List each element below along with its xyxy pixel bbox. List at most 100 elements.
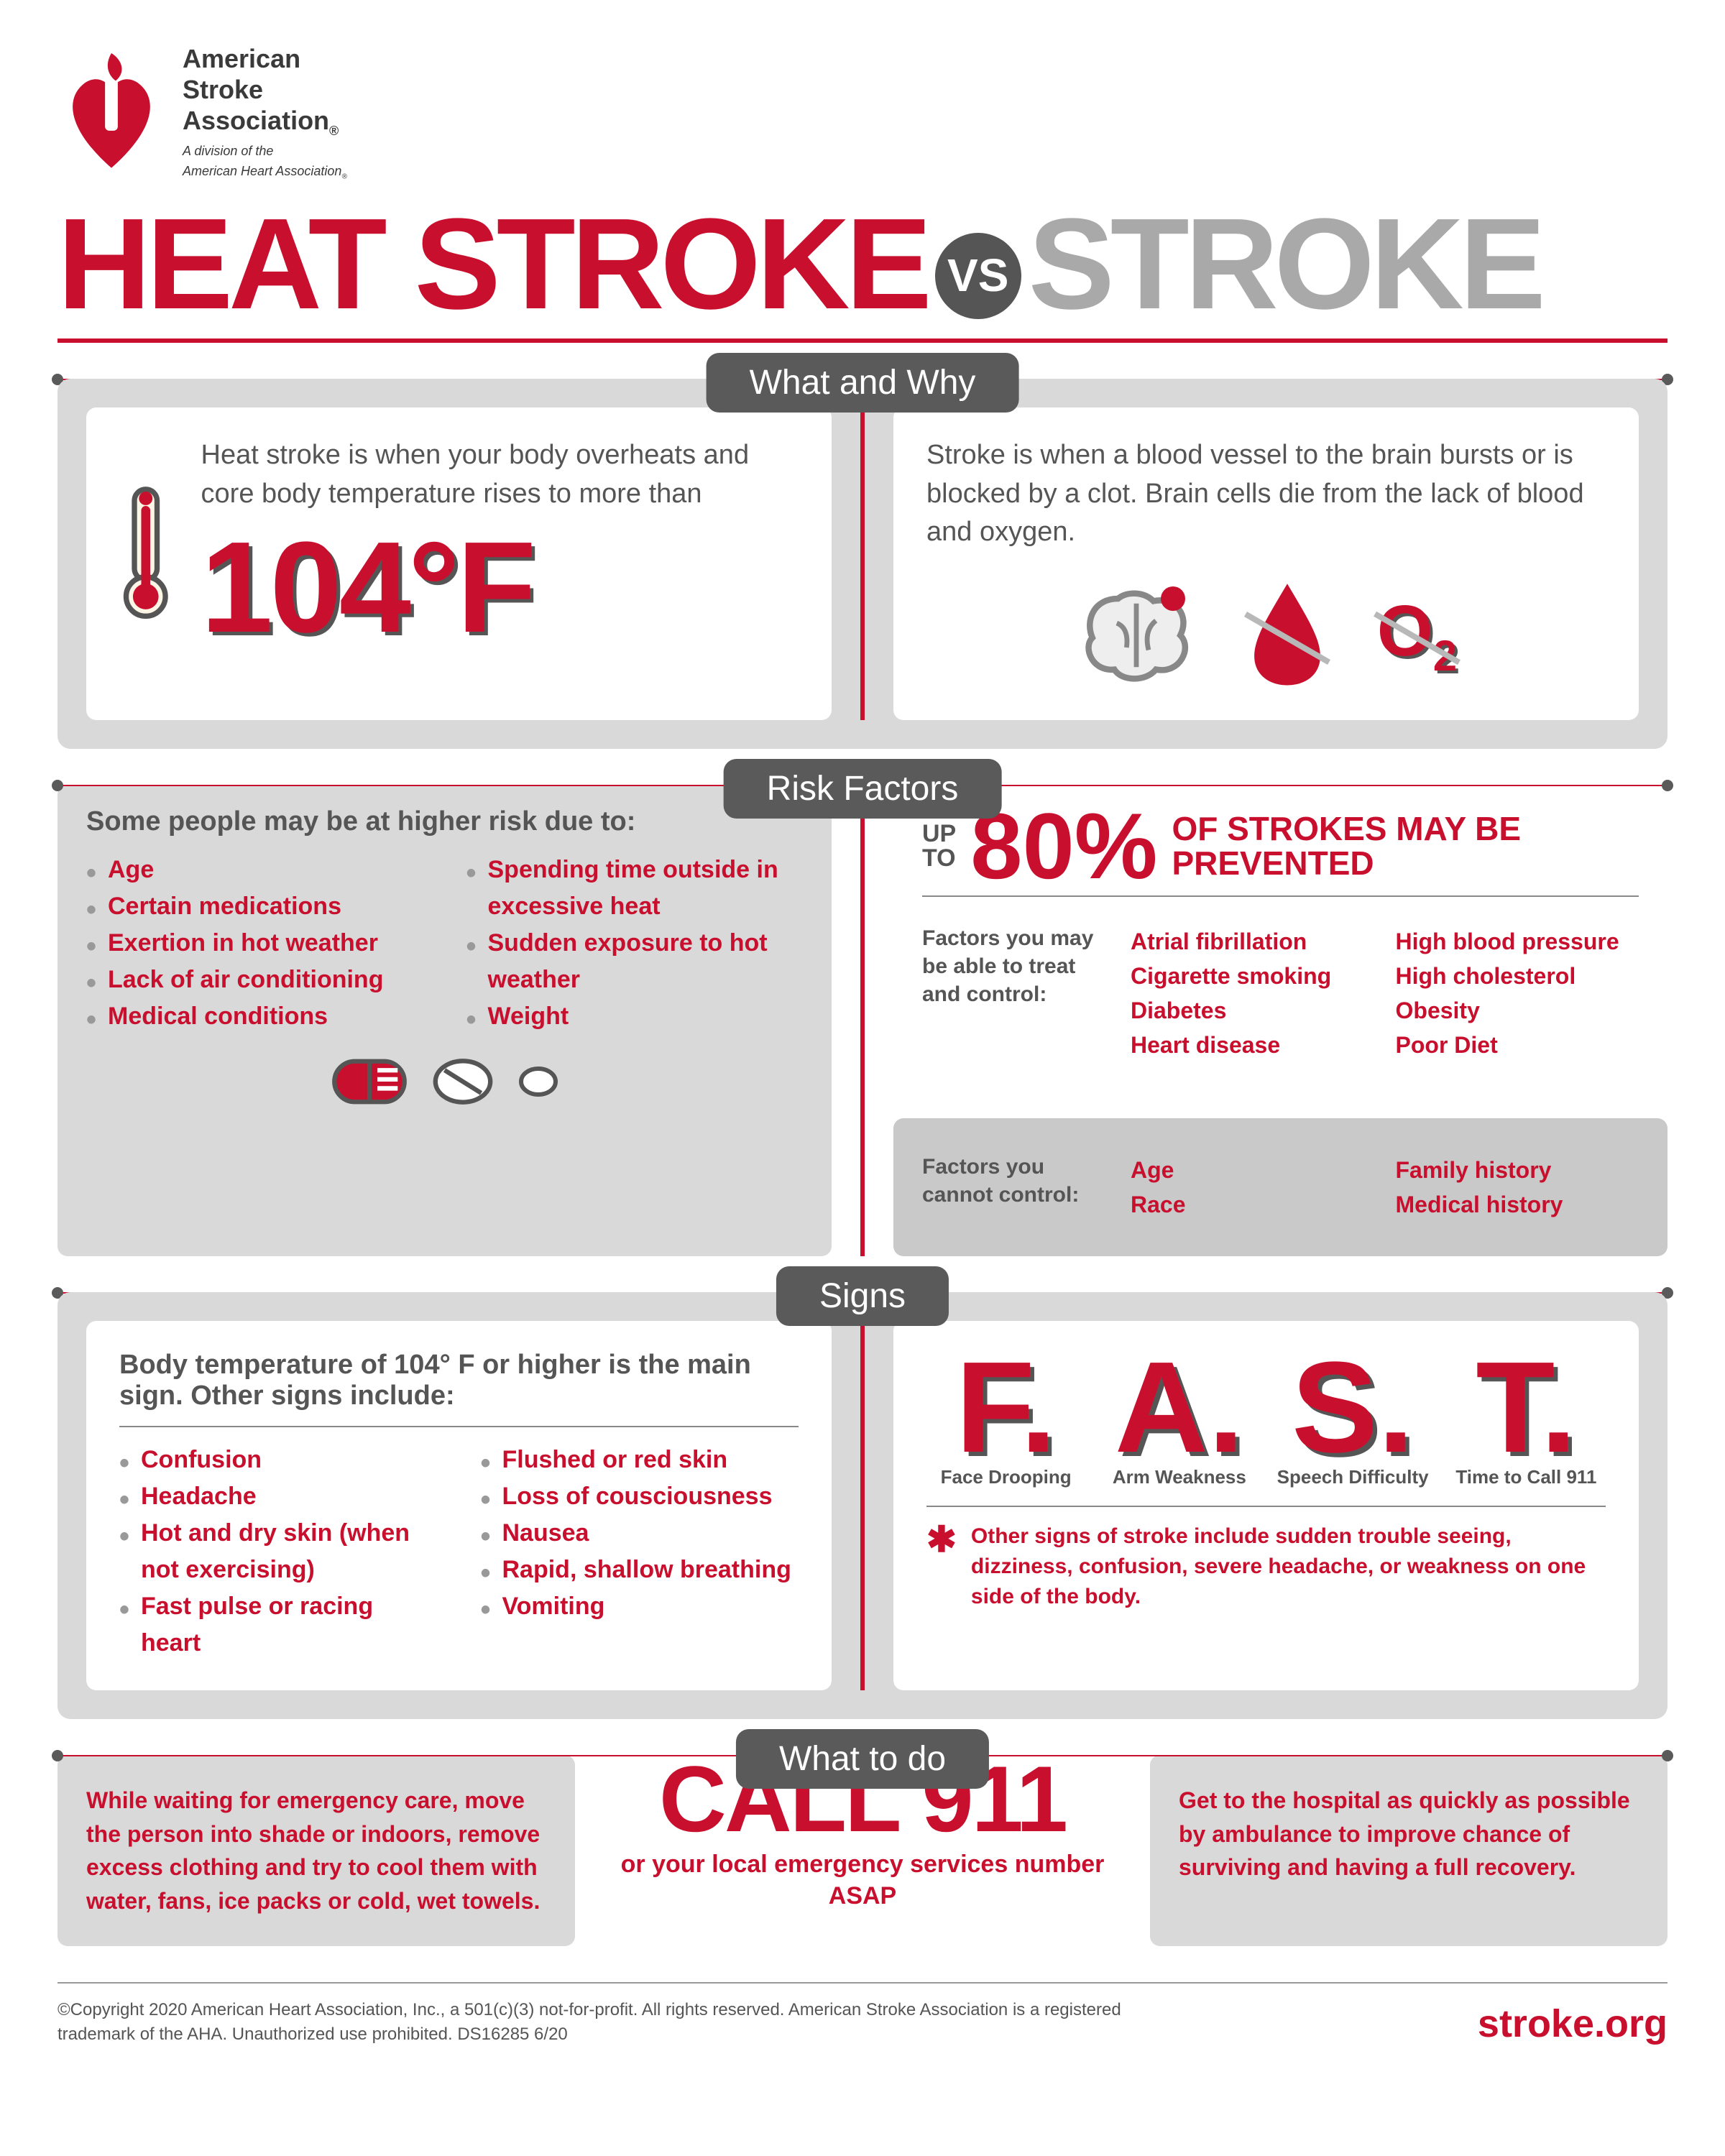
fast-letter: S. — [1274, 1350, 1432, 1466]
list-item: High blood pressure — [1396, 924, 1639, 959]
list-item: Race — [1131, 1187, 1374, 1222]
list-item: Sudden exposure to hot weather — [466, 925, 804, 998]
list-item: High cholesterol — [1396, 959, 1639, 993]
list-item: Cigarette smoking — [1131, 959, 1374, 993]
factor-label: Factors you cannot control: — [922, 1153, 1109, 1209]
up-to: UPTO — [922, 821, 956, 870]
signs-list: ConfusionHeadacheHot and dry skin (when … — [119, 1442, 438, 1662]
big-pct: 80% — [970, 806, 1157, 886]
heat-signs-lead: Body temperature of 104° F or higher is … — [119, 1350, 799, 1411]
org-sub: A division of the — [183, 144, 347, 160]
asterisk-icon: ✱ — [926, 1521, 957, 1557]
factor-list: Atrial fibrillationCigarette smokingDiab… — [1131, 924, 1374, 1062]
divider — [860, 1321, 865, 1690]
what-panel: Heat stroke is when your body overheats … — [58, 379, 1668, 749]
list-item: Confusion — [119, 1442, 438, 1478]
section-pill: Signs — [776, 1266, 949, 1326]
list-item: Headache — [119, 1478, 438, 1515]
copyright: ©Copyright 2020 American Heart Associati… — [58, 1998, 1136, 2046]
vs-badge: VS — [935, 233, 1021, 319]
list-item: Nausea — [481, 1515, 799, 1552]
org-line: Association® — [183, 105, 347, 139]
fast-letter: F. — [926, 1350, 1085, 1466]
stat-tail: OF STROKES MAY BE PREVENTED — [1172, 811, 1639, 881]
controllable-row: Factors you may be able to treat and con… — [922, 911, 1639, 1075]
heat-what-card: Heat stroke is when your body overheats … — [86, 407, 832, 720]
fast-caption: Speech Difficulty — [1274, 1466, 1432, 1488]
list-item: Diabetes — [1131, 993, 1374, 1028]
org-line: Stroke — [183, 74, 347, 105]
factor-label: Factors you may be able to treat and con… — [922, 924, 1109, 1008]
pills-icon — [86, 1056, 803, 1107]
list-item: Exertion in hot weather — [86, 925, 423, 962]
heat-risk-card: Some people may be at higher risk due to… — [58, 785, 832, 1257]
oxygen-icon: O2 — [1377, 590, 1457, 681]
risk-list: AgeCertain medicationsExertion in hot we… — [86, 852, 423, 1035]
section-risk: Risk Factors Some people may be at highe… — [58, 785, 1668, 1257]
note-text: Other signs of stroke include sudden tro… — [971, 1521, 1606, 1612]
org-line: American — [183, 43, 347, 74]
section-pill: What to do — [736, 1729, 989, 1789]
signs-list: Flushed or red skinLoss of cousciousness… — [481, 1442, 799, 1662]
title-heat: HEAT STROKE — [58, 192, 928, 336]
heat-signs-card: Body temperature of 104° F or higher is … — [86, 1321, 832, 1690]
call-sub: or your local emergency services number … — [604, 1848, 1121, 1912]
section-wtd: What to do While waiting for emergency c… — [58, 1755, 1668, 1946]
list-item: Rapid, shallow breathing — [481, 1552, 799, 1588]
list-item: Medical conditions — [86, 998, 423, 1035]
header-logo: American Stroke Association® A division … — [58, 43, 1668, 181]
thermometer-icon — [119, 436, 172, 666]
list-item: Family history — [1396, 1153, 1639, 1187]
heat-risk-lead: Some people may be at higher risk due to… — [86, 806, 803, 837]
stroke-risk-col: UPTO 80% OF STROKES MAY BE PREVENTED Fac… — [893, 785, 1668, 1257]
signs-panel: Body temperature of 104° F or higher is … — [58, 1292, 1668, 1719]
list-item: Lack of air conditioning — [86, 962, 423, 998]
list-item: Flushed or red skin — [481, 1442, 799, 1478]
list-item: Poor Diet — [1396, 1028, 1639, 1062]
list-item: Atrial fibrillation — [1131, 924, 1374, 959]
heart-torch-icon — [58, 51, 165, 173]
factor-list: AgeRace — [1131, 1153, 1374, 1222]
fast-caption: Face Drooping — [926, 1466, 1085, 1488]
wtd-right: Get to the hospital as quickly as possib… — [1150, 1755, 1668, 1946]
section-signs: Signs Body temperature of 104° F or high… — [58, 1292, 1668, 1719]
list-item: Obesity — [1396, 993, 1639, 1028]
fast-row: F.Face Drooping A.Arm Weakness S.Speech Di… — [926, 1350, 1606, 1488]
list-item: Heart disease — [1131, 1028, 1374, 1062]
uncontrollable-card: Factors you cannot control: AgeRace Fami… — [893, 1118, 1668, 1256]
list-item: Age — [1131, 1153, 1374, 1187]
wtd-left: While waiting for emergency care, move t… — [58, 1755, 575, 1946]
divider — [860, 407, 865, 720]
stroke-desc: Stroke is when a blood vessel to the bra… — [926, 436, 1606, 551]
heat-desc: Heat stroke is when your body overheats … — [201, 436, 799, 512]
factor-list: High blood pressureHigh cholesterolObesi… — [1396, 924, 1639, 1062]
stroke-signs-card: F.Face Drooping A.Arm Weakness S.Speech Di… — [893, 1321, 1639, 1690]
list-item: Spending time outside in excessive heat — [466, 852, 804, 925]
logo-text: American Stroke Association® A division … — [183, 43, 347, 181]
fast-letter: T. — [1447, 1350, 1606, 1466]
title-stroke: STROKE — [1029, 192, 1542, 336]
list-item: Fast pulse or racing heart — [119, 1588, 438, 1662]
section-pill: What and Why — [707, 353, 1019, 413]
fast-caption: Arm Weakness — [1100, 1466, 1259, 1488]
list-item: Hot and dry skin (when not exercising) — [119, 1515, 438, 1588]
site-url: stroke.org — [1478, 2001, 1668, 2046]
list-item: Loss of cousciousness — [481, 1478, 799, 1515]
factor-list: Family historyMedical history — [1396, 1153, 1639, 1222]
title-rule — [58, 338, 1668, 343]
big-temp: 104°F — [201, 523, 799, 653]
risk-list: Spending time outside in excessive heatS… — [466, 852, 804, 1035]
list-item: Age — [86, 852, 423, 888]
fast-letter: A. — [1100, 1350, 1259, 1466]
blood-drop-icon — [1248, 580, 1327, 691]
section-what: What and Why Heat stroke is when your bo… — [58, 379, 1668, 749]
footer: ©Copyright 2020 American Heart Associati… — [58, 1982, 1668, 2046]
fast-caption: Time to Call 911 — [1447, 1466, 1606, 1488]
section-pill: Risk Factors — [724, 759, 1002, 819]
brain-icon — [1075, 585, 1197, 686]
list-item: Weight — [466, 998, 804, 1035]
stroke-what-card: Stroke is when a blood vessel to the bra… — [893, 407, 1639, 720]
stroke-risk-stat: UPTO 80% OF STROKES MAY BE PREVENTED Fac… — [893, 785, 1668, 1097]
divider — [860, 785, 865, 1257]
main-title: HEAT STROKEVSSTROKE — [58, 203, 1668, 326]
